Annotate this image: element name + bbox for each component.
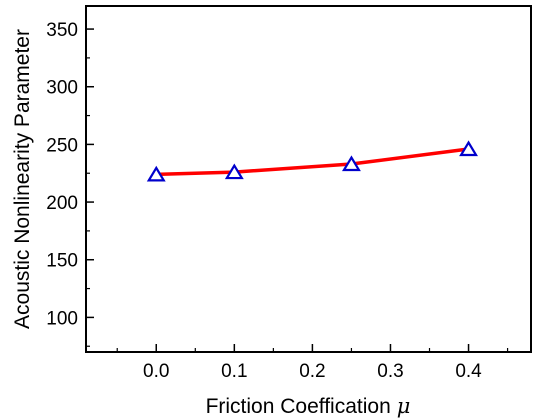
y-axis-ticks: 100 150 200 250 300 350 xyxy=(46,20,94,347)
x-tick-label: 0.2 xyxy=(299,361,325,382)
y-tick-label: 100 xyxy=(46,308,78,329)
data-point-marker xyxy=(146,165,166,182)
x-axis-ticks: 0.0 0.1 0.2 0.3 0.4 xyxy=(116,344,509,382)
data-point-marker xyxy=(459,140,478,157)
x-tick-label: 0.4 xyxy=(455,361,482,382)
x-axis-label-symbol: μ xyxy=(397,394,411,418)
x-tick-label: 0.0 xyxy=(143,361,169,382)
x-tick-label: 0.1 xyxy=(221,361,247,382)
x-axis-label: Friction Coeffication μ xyxy=(206,394,411,418)
series-layer xyxy=(146,140,478,182)
y-tick-label: 250 xyxy=(46,135,78,156)
data-point-marker xyxy=(341,155,361,172)
y-tick-label: 300 xyxy=(46,78,78,99)
plot-frame xyxy=(85,5,532,353)
y-tick-label: 200 xyxy=(46,193,78,214)
y-axis-label: Acoustic Nonlinearity Parameter xyxy=(11,29,34,329)
data-point-marker xyxy=(224,163,244,180)
series-line xyxy=(156,147,469,177)
y-tick-label: 350 xyxy=(46,20,78,41)
y-tick-label: 150 xyxy=(46,251,78,272)
x-axis-label-text: Friction Coeffication xyxy=(206,395,391,418)
x-tick-label: 0.3 xyxy=(377,361,403,382)
